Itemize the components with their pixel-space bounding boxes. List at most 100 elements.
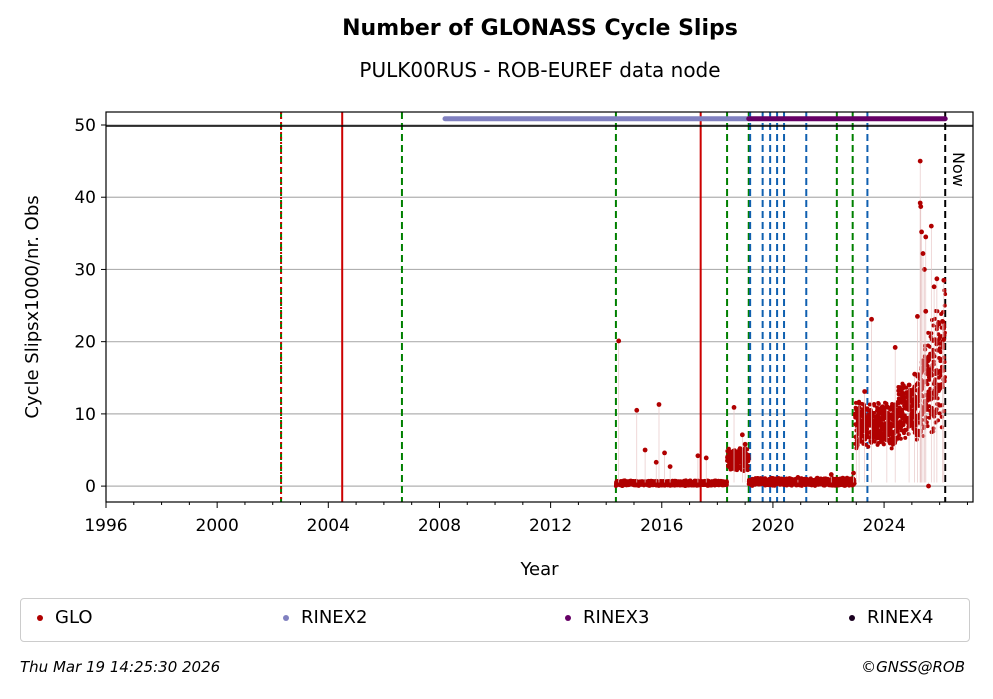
glo-point bbox=[745, 464, 750, 469]
x-tick-label: 1996 bbox=[84, 516, 127, 536]
glo-point bbox=[904, 427, 909, 432]
glo-point bbox=[695, 453, 701, 459]
glo-point bbox=[919, 229, 924, 235]
glo-point bbox=[897, 433, 902, 438]
glo-point bbox=[703, 455, 709, 461]
glo-point bbox=[642, 447, 648, 453]
glo-point bbox=[938, 350, 943, 355]
plot-area: 0 10 20 30 40 50 1996 2000 2004 2008 2012 2016 2020 2… bbox=[22, 111, 974, 580]
legend-label: GLO bbox=[55, 607, 93, 628]
glo-point bbox=[937, 346, 942, 351]
glo-point bbox=[917, 200, 923, 206]
legend-marker bbox=[565, 615, 571, 621]
glo-point bbox=[901, 420, 906, 425]
glo-point bbox=[865, 427, 870, 432]
glo-point bbox=[739, 432, 745, 438]
glo-point bbox=[890, 401, 895, 406]
glo-point bbox=[746, 456, 751, 461]
y-tick-label: 50 bbox=[74, 116, 96, 136]
glo-point bbox=[941, 337, 947, 342]
glo-point bbox=[927, 354, 932, 359]
glo-point bbox=[876, 401, 881, 406]
glo-point bbox=[920, 251, 926, 256]
glo-point bbox=[634, 407, 640, 413]
glo-point bbox=[828, 472, 834, 477]
legend: GLO RINEX2 RINEX3 RINEX4 bbox=[20, 598, 970, 642]
glo-point bbox=[926, 483, 931, 489]
x-tick-label: 2020 bbox=[751, 516, 794, 536]
glo-point bbox=[923, 308, 929, 314]
glo-point bbox=[895, 414, 900, 419]
glo-point bbox=[912, 371, 918, 377]
glo-point bbox=[928, 223, 934, 229]
glo-point bbox=[662, 450, 667, 456]
glo-point bbox=[942, 303, 947, 308]
glo-point bbox=[892, 345, 898, 350]
glo-point bbox=[745, 447, 750, 452]
glo-point bbox=[667, 464, 673, 470]
y-tick-label: 0 bbox=[85, 477, 96, 497]
glo-point bbox=[856, 400, 862, 406]
y-tick-label: 30 bbox=[74, 260, 96, 280]
glo-point bbox=[867, 435, 872, 440]
glo-point bbox=[913, 413, 918, 418]
glo-point bbox=[942, 378, 947, 383]
chart-subtitle: PULK00RUS - ROB-EUREF data node bbox=[359, 58, 721, 82]
glo-point bbox=[927, 357, 932, 362]
now-label: Now bbox=[949, 152, 968, 187]
y-tick-label: 10 bbox=[74, 405, 96, 425]
glo-point bbox=[940, 310, 945, 315]
glo-point bbox=[745, 468, 750, 473]
glo-point bbox=[931, 284, 937, 290]
glo-point bbox=[941, 342, 946, 347]
legend-item-rinex2: RINEX2 bbox=[283, 607, 367, 628]
glo-point bbox=[942, 288, 947, 293]
glo-point bbox=[795, 475, 801, 480]
chart-title: Number of GLONASS Cycle Slips bbox=[342, 16, 738, 41]
x-axis-label: Year bbox=[519, 559, 559, 580]
glo-point bbox=[942, 360, 947, 365]
x-tick-label: 2000 bbox=[196, 516, 239, 536]
glo-point bbox=[884, 404, 890, 410]
glo-point bbox=[895, 436, 900, 441]
glo-point bbox=[881, 442, 886, 447]
glo-point bbox=[889, 446, 894, 451]
glo-point bbox=[917, 398, 922, 403]
glo-point bbox=[895, 429, 900, 434]
glo-point bbox=[867, 402, 872, 407]
glo-point bbox=[931, 359, 936, 364]
glo-point bbox=[927, 377, 932, 382]
glo-point bbox=[934, 391, 939, 396]
glo-point bbox=[890, 412, 895, 417]
glo-point bbox=[927, 344, 932, 349]
glo-point bbox=[937, 322, 942, 327]
glo-point bbox=[939, 425, 944, 430]
legend-item-rinex4: RINEX4 bbox=[849, 607, 933, 628]
glo-point bbox=[915, 313, 920, 319]
glo-point bbox=[914, 437, 919, 442]
glo-point bbox=[931, 426, 936, 431]
glo-point bbox=[875, 405, 880, 410]
glo-point bbox=[866, 444, 871, 449]
glo-point bbox=[862, 389, 868, 394]
glo-point bbox=[940, 319, 945, 324]
glo-point bbox=[872, 439, 877, 444]
glo-point bbox=[940, 385, 945, 390]
glo-point bbox=[923, 347, 928, 352]
legend-marker bbox=[283, 615, 289, 621]
glo-point bbox=[923, 234, 929, 240]
glo-point bbox=[742, 441, 748, 447]
glo-point bbox=[925, 424, 930, 429]
glo-point bbox=[853, 422, 859, 428]
glo-point bbox=[724, 480, 729, 485]
glo-point bbox=[925, 382, 930, 387]
y-tick-label: 20 bbox=[74, 333, 96, 353]
glo-point bbox=[863, 437, 868, 442]
glo-point bbox=[935, 309, 940, 314]
legend-label: RINEX4 bbox=[867, 607, 934, 628]
legend-label: RINEX2 bbox=[301, 607, 368, 628]
glo-point bbox=[857, 405, 862, 410]
glo-point bbox=[931, 323, 936, 328]
glo-point bbox=[927, 415, 932, 420]
glo-point bbox=[656, 402, 662, 407]
